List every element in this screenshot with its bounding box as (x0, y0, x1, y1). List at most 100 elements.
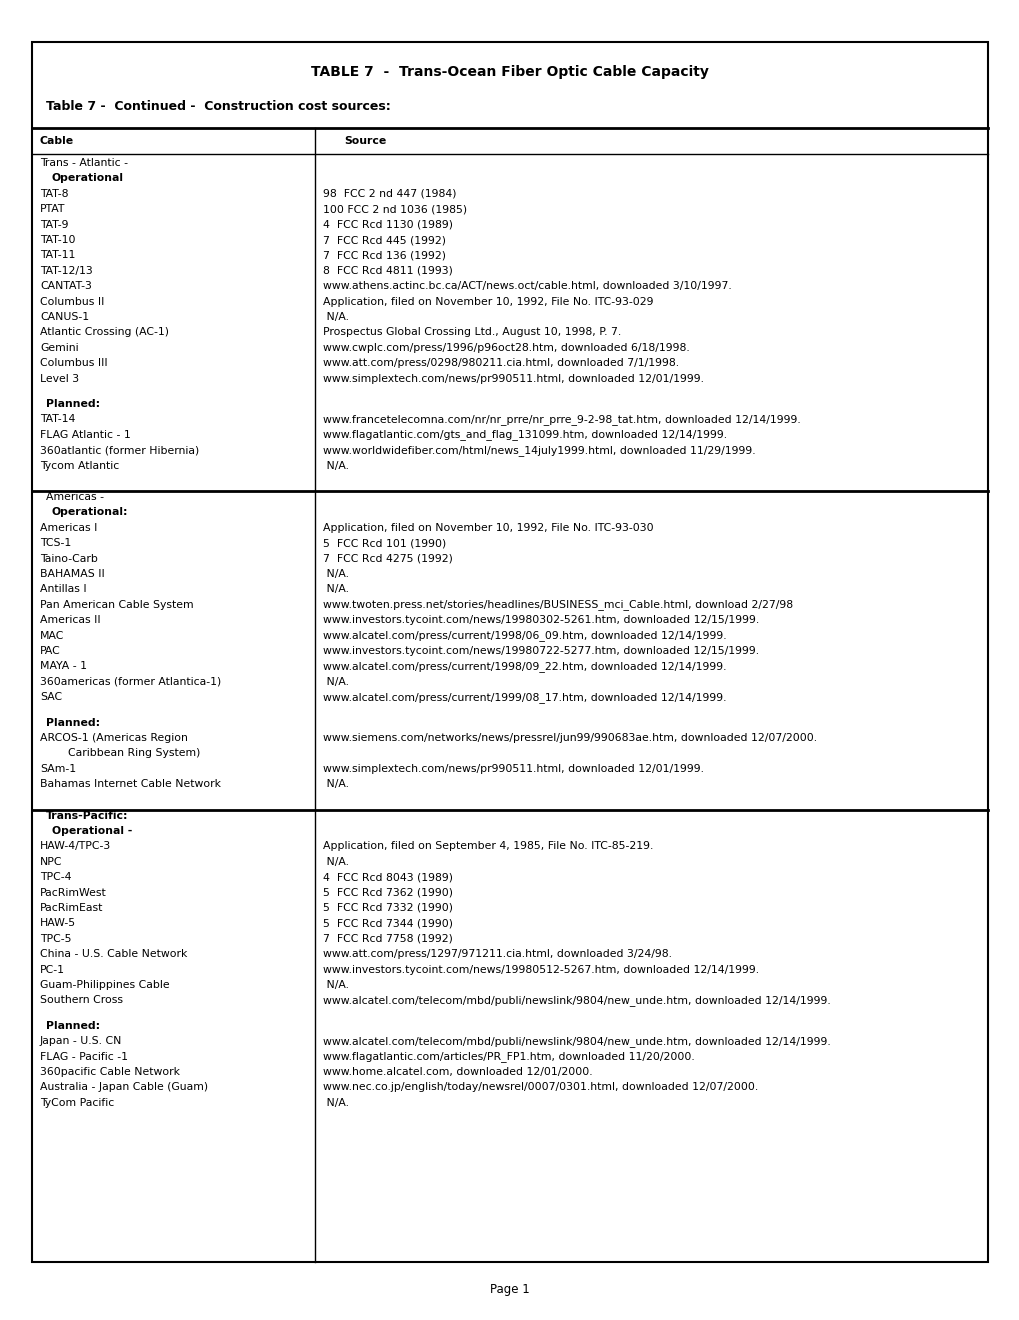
Text: Americas II: Americas II (40, 615, 101, 626)
Text: ARCOS-1 (Americas Region: ARCOS-1 (Americas Region (40, 733, 187, 743)
Text: 8  FCC Rcd 4811 (1993): 8 FCC Rcd 4811 (1993) (323, 265, 452, 276)
Text: TAT-11: TAT-11 (40, 251, 75, 260)
Text: N/A.: N/A. (323, 677, 348, 686)
Text: HAW-4/TPC-3: HAW-4/TPC-3 (40, 841, 111, 851)
Text: www.siemens.com/networks/news/pressrel/jun99/990683ae.htm, downloaded 12/07/2000: www.siemens.com/networks/news/pressrel/j… (323, 733, 816, 743)
Text: TPC-5: TPC-5 (40, 933, 71, 944)
Text: Pan American Cable System: Pan American Cable System (40, 599, 194, 610)
Text: www.simplextech.com/news/pr990511.html, downloaded 12/01/1999.: www.simplextech.com/news/pr990511.html, … (323, 764, 703, 774)
Text: Operational -: Operational - (52, 826, 132, 836)
Text: PacRimEast: PacRimEast (40, 903, 103, 913)
Text: 4  FCC Rcd 1130 (1989): 4 FCC Rcd 1130 (1989) (323, 219, 452, 230)
Text: PAC: PAC (40, 645, 61, 656)
Text: Antillas I: Antillas I (40, 585, 87, 594)
Text: BAHAMAS II: BAHAMAS II (40, 569, 105, 579)
Text: 360pacific Cable Network: 360pacific Cable Network (40, 1067, 179, 1077)
Text: PTAT: PTAT (40, 205, 65, 214)
Text: 7  FCC Rcd 7758 (1992): 7 FCC Rcd 7758 (1992) (323, 933, 452, 944)
Text: www.francetelecomna.com/nr/nr_prre/nr_prre_9-2-98_tat.htm, downloaded 12/14/1999: www.francetelecomna.com/nr/nr_prre/nr_pr… (323, 414, 800, 425)
Text: Americas -: Americas - (46, 492, 104, 502)
Text: www.alcatel.com/press/current/1998/06_09.htm, downloaded 12/14/1999.: www.alcatel.com/press/current/1998/06_09… (323, 630, 726, 642)
Text: Planned:: Planned: (46, 1020, 100, 1031)
Text: www.simplextech.com/news/pr990511.html, downloaded 12/01/1999.: www.simplextech.com/news/pr990511.html, … (323, 374, 703, 384)
Text: www.worldwidefiber.com/html/news_14july1999.html, downloaded 11/29/1999.: www.worldwidefiber.com/html/news_14july1… (323, 445, 755, 455)
Text: 4  FCC Rcd 8043 (1989): 4 FCC Rcd 8043 (1989) (323, 873, 452, 882)
Text: TAT-8: TAT-8 (40, 189, 68, 199)
Text: www.investors.tycoint.com/news/19980302-5261.htm, downloaded 12/15/1999.: www.investors.tycoint.com/news/19980302-… (323, 615, 758, 626)
Text: 98  FCC 2 nd 447 (1984): 98 FCC 2 nd 447 (1984) (323, 189, 457, 199)
Text: HAW-5: HAW-5 (40, 919, 76, 928)
Text: Japan - U.S. CN: Japan - U.S. CN (40, 1036, 122, 1047)
Text: Table 7 -  Continued -  Construction cost sources:: Table 7 - Continued - Construction cost … (46, 100, 390, 114)
Text: www.home.alcatel.com, downloaded 12/01/2000.: www.home.alcatel.com, downloaded 12/01/2… (323, 1067, 592, 1077)
Text: Gemini: Gemini (40, 343, 78, 352)
Text: China - U.S. Cable Network: China - U.S. Cable Network (40, 949, 187, 960)
Text: TABLE 7  -  Trans-Ocean Fiber Optic Cable Capacity: TABLE 7 - Trans-Ocean Fiber Optic Cable … (311, 65, 708, 79)
Text: Atlantic Crossing (AC-1): Atlantic Crossing (AC-1) (40, 327, 169, 338)
Text: www.twoten.press.net/stories/headlines/BUSINESS_mci_Cable.html, download 2/27/98: www.twoten.press.net/stories/headlines/B… (323, 599, 793, 610)
Text: Trans-Pacific:: Trans-Pacific: (46, 810, 128, 821)
Text: www.att.com/press/0298/980211.cia.html, downloaded 7/1/1998.: www.att.com/press/0298/980211.cia.html, … (323, 358, 679, 368)
Text: www.cwplc.com/press/1996/p96oct28.htm, downloaded 6/18/1998.: www.cwplc.com/press/1996/p96oct28.htm, d… (323, 343, 689, 352)
Text: www.alcatel.com/press/current/1998/09_22.htm, downloaded 12/14/1999.: www.alcatel.com/press/current/1998/09_22… (323, 661, 726, 672)
Text: TCS-1: TCS-1 (40, 539, 71, 548)
Text: FLAG - Pacific -1: FLAG - Pacific -1 (40, 1052, 127, 1061)
Text: Bahamas Internet Cable Network: Bahamas Internet Cable Network (40, 779, 221, 789)
Text: N/A.: N/A. (323, 857, 348, 867)
Text: Operational: Operational (52, 173, 124, 183)
Text: N/A.: N/A. (323, 779, 348, 789)
Text: 360americas (former Atlantica-1): 360americas (former Atlantica-1) (40, 677, 221, 686)
Text: www.investors.tycoint.com/news/19980722-5277.htm, downloaded 12/15/1999.: www.investors.tycoint.com/news/19980722-… (323, 645, 758, 656)
Text: Southern Cross: Southern Cross (40, 995, 123, 1006)
Text: Source: Source (343, 136, 386, 147)
Text: TAT-12/13: TAT-12/13 (40, 265, 93, 276)
Text: Columbus III: Columbus III (40, 358, 108, 368)
Text: Planned:: Planned: (46, 399, 100, 409)
Text: Australia - Japan Cable (Guam): Australia - Japan Cable (Guam) (40, 1082, 208, 1093)
Text: TAT-14: TAT-14 (40, 414, 75, 425)
Text: 5  FCC Rcd 101 (1990): 5 FCC Rcd 101 (1990) (323, 539, 446, 548)
Text: Planned:: Planned: (46, 718, 100, 727)
Text: TyCom Pacific: TyCom Pacific (40, 1098, 114, 1107)
Text: www.investors.tycoint.com/news/19980512-5267.htm, downloaded 12/14/1999.: www.investors.tycoint.com/news/19980512-… (323, 965, 758, 974)
Text: 5  FCC Rcd 7362 (1990): 5 FCC Rcd 7362 (1990) (323, 887, 452, 898)
Text: www.athens.actinc.bc.ca/ACT/news.oct/cable.html, downloaded 3/10/1997.: www.athens.actinc.bc.ca/ACT/news.oct/cab… (323, 281, 731, 292)
Text: www.alcatel.com/telecom/mbd/publi/newslink/9804/new_unde.htm, downloaded 12/14/1: www.alcatel.com/telecom/mbd/publi/newsli… (323, 995, 829, 1006)
Text: www.alcatel.com/press/current/1999/08_17.htm, downloaded 12/14/1999.: www.alcatel.com/press/current/1999/08_17… (323, 692, 726, 702)
Text: Americas I: Americas I (40, 523, 97, 533)
Text: Columbus II: Columbus II (40, 297, 104, 306)
Text: Guam-Philippines Cable: Guam-Philippines Cable (40, 979, 169, 990)
Text: MAC: MAC (40, 631, 64, 640)
Text: Tycom Atlantic: Tycom Atlantic (40, 461, 119, 471)
Text: Trans - Atlantic -: Trans - Atlantic - (40, 158, 127, 168)
Text: CANUS-1: CANUS-1 (40, 312, 89, 322)
Text: N/A.: N/A. (323, 312, 348, 322)
Text: MAYA - 1: MAYA - 1 (40, 661, 87, 672)
Text: www.att.com/press/1297/971211.cia.html, downloaded 3/24/98.: www.att.com/press/1297/971211.cia.html, … (323, 949, 672, 960)
Text: 360atlantic (former Hibernia): 360atlantic (former Hibernia) (40, 445, 199, 455)
Text: Level 3: Level 3 (40, 374, 79, 384)
Text: 100 FCC 2 nd 1036 (1985): 100 FCC 2 nd 1036 (1985) (323, 205, 467, 214)
Text: Application, filed on November 10, 1992, File No. ITC-93-030: Application, filed on November 10, 1992,… (323, 523, 653, 533)
Text: Caribbean Ring System): Caribbean Ring System) (40, 748, 200, 759)
Text: N/A.: N/A. (323, 585, 348, 594)
Text: PC-1: PC-1 (40, 965, 65, 974)
Text: SAm-1: SAm-1 (40, 764, 76, 774)
Text: 7  FCC Rcd 136 (1992): 7 FCC Rcd 136 (1992) (323, 251, 445, 260)
Text: 5  FCC Rcd 7332 (1990): 5 FCC Rcd 7332 (1990) (323, 903, 452, 913)
Text: www.alcatel.com/telecom/mbd/publi/newslink/9804/new_unde.htm, downloaded 12/14/1: www.alcatel.com/telecom/mbd/publi/newsli… (323, 1036, 829, 1047)
Text: Operational:: Operational: (52, 507, 128, 517)
Text: 7  FCC Rcd 445 (1992): 7 FCC Rcd 445 (1992) (323, 235, 445, 246)
Text: CANTAT-3: CANTAT-3 (40, 281, 92, 292)
Text: TAT-9: TAT-9 (40, 219, 68, 230)
Text: TAT-10: TAT-10 (40, 235, 75, 246)
Text: 5  FCC Rcd 7344 (1990): 5 FCC Rcd 7344 (1990) (323, 919, 452, 928)
Text: Taino-Carb: Taino-Carb (40, 553, 98, 564)
Text: 7  FCC Rcd 4275 (1992): 7 FCC Rcd 4275 (1992) (323, 553, 452, 564)
Text: N/A.: N/A. (323, 461, 348, 471)
Text: Application, filed on September 4, 1985, File No. ITC-85-219.: Application, filed on September 4, 1985,… (323, 841, 653, 851)
Text: www.flagatlantic.com/gts_and_flag_131099.htm, downloaded 12/14/1999.: www.flagatlantic.com/gts_and_flag_131099… (323, 429, 727, 441)
Text: Page 1: Page 1 (490, 1283, 529, 1296)
Text: N/A.: N/A. (323, 1098, 348, 1107)
Text: Cable: Cable (40, 136, 74, 147)
